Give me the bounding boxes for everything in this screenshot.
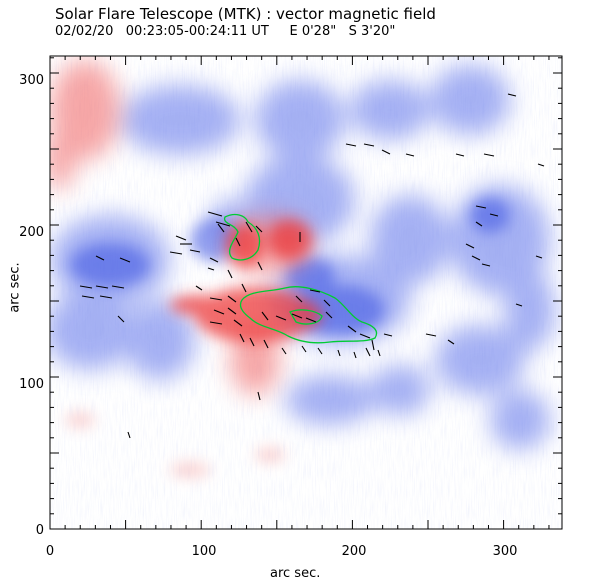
field-vector bbox=[263, 339, 269, 349]
field-vector bbox=[215, 221, 231, 227]
field-vector bbox=[515, 303, 523, 307]
field-vector bbox=[95, 255, 105, 261]
field-vector bbox=[291, 313, 303, 319]
field-vector bbox=[117, 315, 125, 323]
field-vector bbox=[325, 311, 333, 319]
x-tick-label: 0 bbox=[46, 544, 54, 559]
field-vector bbox=[309, 289, 321, 293]
field-vector bbox=[239, 333, 245, 343]
weak-positive-regions bbox=[65, 412, 285, 478]
field-vector bbox=[295, 295, 303, 303]
field-vector bbox=[377, 349, 381, 357]
magnetogram-image bbox=[50, 56, 562, 529]
field-vector bbox=[209, 257, 219, 263]
field-vector bbox=[99, 295, 113, 299]
field-vector bbox=[249, 337, 255, 347]
field-vector bbox=[507, 93, 517, 97]
field-vector bbox=[465, 243, 475, 249]
field-vector bbox=[207, 211, 223, 217]
field-vector bbox=[359, 333, 371, 339]
field-vector bbox=[337, 349, 341, 357]
x-tick-label: 200 bbox=[342, 544, 367, 559]
field-vector bbox=[281, 347, 287, 355]
field-vector bbox=[207, 267, 215, 271]
field-vector bbox=[217, 223, 225, 233]
figure-subtitle: 02/02/20 00:23:05-00:24:11 UT E 0'28" S … bbox=[55, 24, 396, 39]
x-tick-labels: 0 100 200 300 bbox=[46, 544, 518, 559]
field-vector bbox=[209, 297, 223, 301]
x-tick-label: 100 bbox=[192, 544, 217, 559]
field-vector bbox=[425, 333, 437, 337]
field-vector bbox=[301, 345, 307, 353]
field-vector bbox=[245, 221, 253, 233]
field-vector bbox=[209, 321, 223, 325]
field-vector bbox=[175, 235, 187, 241]
field-vector bbox=[235, 237, 241, 247]
field-vector bbox=[79, 285, 93, 289]
field-vector bbox=[323, 299, 331, 307]
field-vector bbox=[381, 149, 391, 155]
y-tick-label: 200 bbox=[19, 225, 44, 240]
field-vector bbox=[363, 143, 375, 147]
field-vector bbox=[119, 257, 131, 263]
field-vector bbox=[227, 295, 237, 303]
field-vector bbox=[489, 213, 499, 217]
field-vector bbox=[257, 261, 263, 271]
y-tick-label: 0 bbox=[36, 523, 44, 538]
field-vector bbox=[347, 325, 357, 333]
field-vector bbox=[213, 309, 225, 315]
plot-frame bbox=[49, 55, 563, 530]
field-vector bbox=[371, 339, 375, 351]
x-axis-label: arc sec. bbox=[270, 566, 321, 581]
field-vector bbox=[241, 283, 247, 293]
field-vector bbox=[471, 255, 481, 261]
field-vector bbox=[169, 251, 183, 255]
y-axis-label: arc sec. bbox=[7, 262, 23, 313]
field-vector bbox=[227, 269, 233, 279]
field-vector bbox=[111, 285, 125, 289]
field-vector bbox=[233, 319, 243, 327]
field-vector bbox=[227, 307, 237, 315]
field-vector bbox=[305, 317, 317, 323]
field-vector bbox=[383, 333, 393, 337]
field-vector bbox=[261, 311, 269, 321]
field-vector bbox=[255, 225, 263, 233]
field-vector bbox=[127, 431, 131, 439]
field-vector bbox=[95, 285, 109, 289]
field-vector bbox=[537, 163, 545, 167]
field-vector bbox=[353, 351, 357, 359]
field-vector bbox=[257, 391, 261, 401]
field-vector bbox=[475, 221, 483, 227]
field-vector bbox=[195, 285, 203, 291]
x-tick-label: 300 bbox=[493, 544, 518, 559]
field-contours bbox=[223, 213, 378, 344]
field-vector bbox=[365, 347, 371, 357]
y-tick-label: 300 bbox=[19, 73, 44, 88]
field-vector bbox=[345, 143, 357, 147]
field-vector bbox=[483, 153, 495, 157]
figure-title: Solar Flare Telescope (MTK) : vector mag… bbox=[55, 5, 436, 23]
field-vector bbox=[189, 249, 201, 253]
field-vector bbox=[81, 295, 95, 299]
axis-ticks bbox=[49, 56, 562, 530]
y-tick-labels: 0 100 200 300 bbox=[19, 73, 44, 538]
field-vector bbox=[455, 153, 465, 157]
field-vector bbox=[317, 347, 323, 355]
field-vector bbox=[275, 315, 287, 321]
field-vector bbox=[447, 339, 455, 345]
y-tick-label: 100 bbox=[19, 377, 44, 392]
field-vector bbox=[535, 255, 543, 259]
field-vector bbox=[405, 153, 415, 157]
field-vector bbox=[481, 263, 491, 267]
transverse-field-vectors bbox=[79, 93, 545, 439]
field-vector bbox=[475, 205, 487, 209]
